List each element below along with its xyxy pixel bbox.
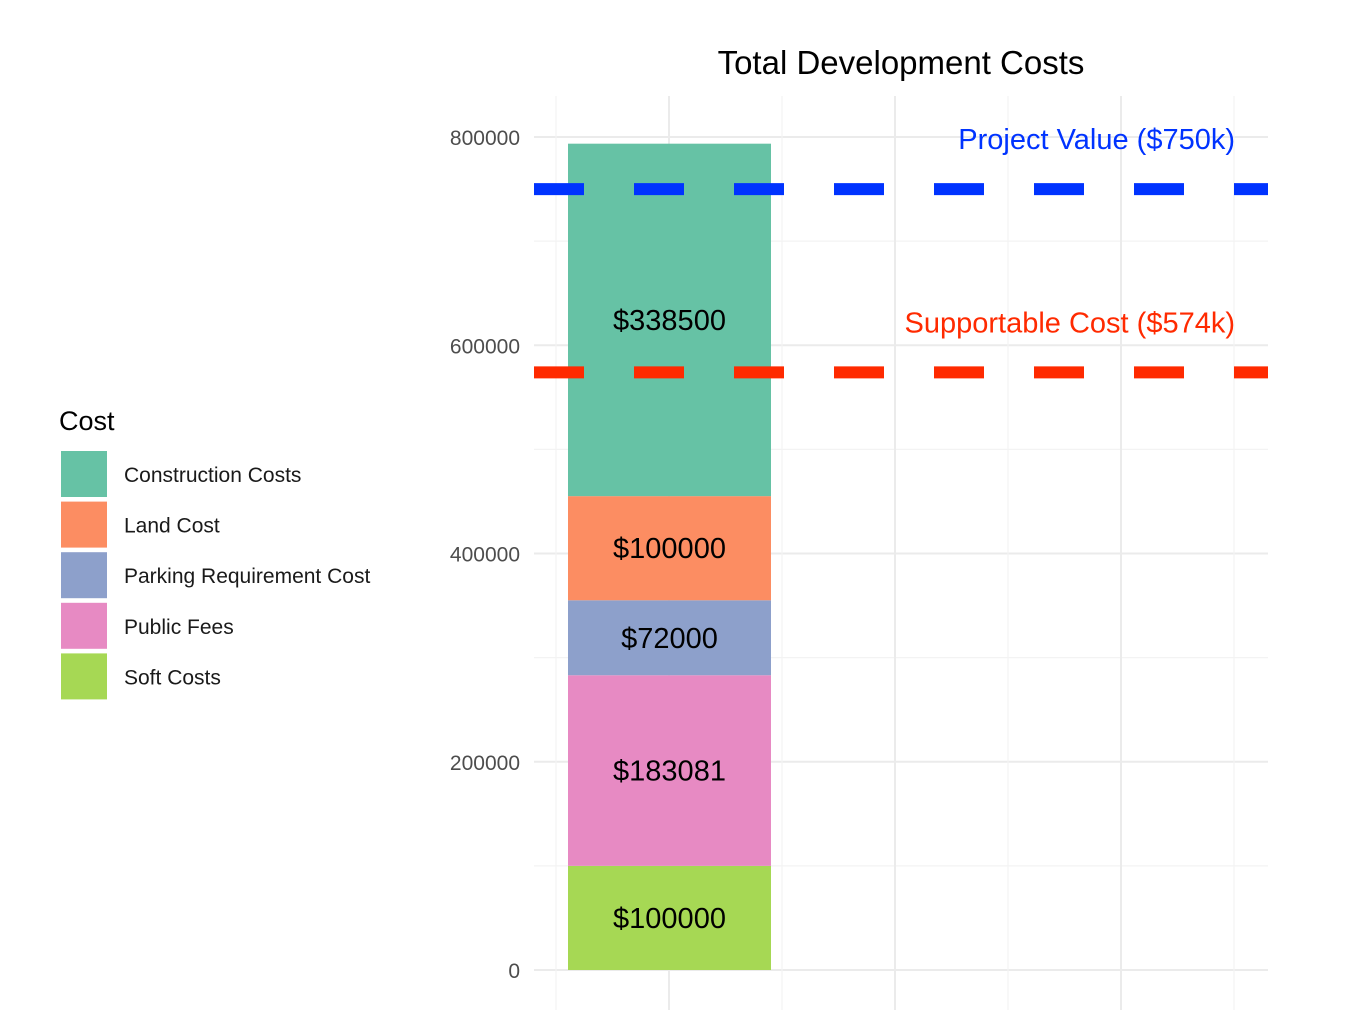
- reference-line-label: Supportable Cost ($574k): [905, 307, 1235, 339]
- legend-label: Public Fees: [124, 616, 234, 639]
- y-tick-label: 600000: [450, 335, 520, 358]
- chart-title: Total Development Costs: [718, 44, 1085, 81]
- segment-value-label: $183081: [613, 756, 726, 788]
- legend-swatch: [61, 552, 107, 599]
- legend-label: Soft Costs: [124, 666, 221, 689]
- bar-segment: [568, 865, 771, 970]
- bar-segment: [568, 675, 771, 866]
- segment-labels: $100000 $183081 $72000 $100000 $338500: [613, 305, 726, 935]
- stacked-bar: [568, 143, 771, 970]
- y-tick-label: 0: [508, 960, 520, 983]
- legend-label: Land Cost: [124, 515, 220, 538]
- y-tick-label: 400000: [450, 544, 520, 567]
- legend-label: Parking Requirement Cost: [124, 565, 370, 588]
- legend-title: Cost: [59, 406, 115, 436]
- legend-swatch: [61, 501, 107, 548]
- legend-swatch: [61, 602, 107, 649]
- y-axis: 0 200000 400000 600000 800000: [450, 127, 520, 983]
- reference-lines: Project Value ($750k) Supportable Cost ($…: [534, 124, 1268, 379]
- bar-segment: [568, 600, 771, 676]
- segment-value-label: $100000: [613, 903, 726, 935]
- reference-line-label: Project Value ($750k): [958, 124, 1235, 156]
- y-tick-label: 800000: [450, 127, 520, 150]
- legend-swatch: [61, 451, 107, 497]
- legend-label: Construction Costs: [124, 464, 301, 487]
- bar-segment: [568, 143, 771, 497]
- segment-value-label: $100000: [613, 533, 726, 565]
- y-tick-label: 200000: [450, 752, 520, 775]
- segment-value-label: $72000: [621, 623, 718, 655]
- legend: Cost Construction Costs Land Cost Parking …: [59, 406, 370, 700]
- segment-value-label: $338500: [613, 305, 726, 337]
- bar-segment: [568, 496, 771, 601]
- legend-swatch: [61, 653, 107, 700]
